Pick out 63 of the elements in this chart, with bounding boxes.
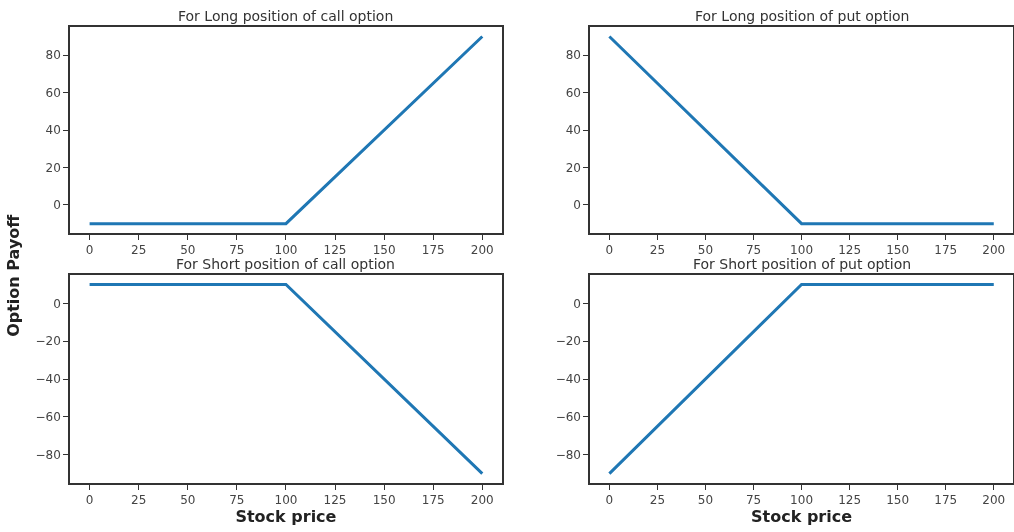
y-tick-label: −60	[35, 410, 61, 425]
y-tick-label: 80	[45, 48, 61, 63]
x-tick-label: 175	[421, 243, 445, 258]
chart-title: For Long position of call option	[178, 8, 394, 24]
x-tick-label: 25	[131, 243, 147, 258]
y-tick-label: −80	[35, 447, 61, 462]
x-tick-label: 175	[934, 493, 958, 508]
y-tick-label: 0	[53, 198, 61, 213]
y-tick-label: 20	[45, 160, 61, 175]
y-tick-label: 40	[565, 123, 581, 138]
y-tick-label: 0	[573, 296, 581, 311]
y-tick-label: −20	[35, 334, 61, 349]
x-tick-label: 0	[85, 243, 94, 258]
x-tick-label: 50	[697, 493, 714, 508]
x-tick-label: 150	[372, 493, 396, 508]
y-tick-label: 0	[53, 296, 61, 311]
x-tick-label: 50	[697, 243, 714, 258]
x-tick-label: 75	[745, 243, 762, 258]
y-tick-label: −60	[555, 410, 581, 425]
x-tick-label: 125	[323, 243, 347, 258]
y-tick-label: −20	[555, 334, 581, 349]
y-tick-label: 80	[565, 48, 581, 63]
x-tick-label: 0	[605, 243, 614, 258]
y-axis-title: Option Payoff	[4, 213, 24, 337]
x-tick-label: 75	[745, 493, 762, 508]
chart-title: For Long position of put option	[695, 8, 910, 24]
x-tick-label: 50	[180, 493, 196, 508]
x-tick-label: 25	[649, 493, 666, 508]
x-tick-label: 125	[323, 493, 347, 508]
y-tick-label: 20	[565, 160, 581, 175]
x-tick-label: 25	[131, 493, 147, 508]
y-tick-label: 40	[45, 123, 61, 138]
x-tick-label: 50	[180, 243, 196, 258]
x-tick-label: 200	[982, 493, 1006, 508]
x-tick-label: 0	[85, 493, 94, 508]
y-tick-label: −40	[555, 372, 581, 387]
x-tick-label: 150	[372, 243, 396, 258]
x-tick-label: 75	[229, 243, 245, 258]
x-tick-label: 125	[838, 243, 862, 258]
x-tick-label: 150	[886, 493, 910, 508]
y-tick-label: 60	[45, 85, 61, 100]
x-tick-label: 100	[274, 493, 298, 508]
x-axis-title: Stock price	[235, 507, 337, 527]
x-tick-label: 175	[934, 243, 958, 258]
x-tick-label: 200	[470, 243, 494, 258]
x-tick-label: 100	[790, 243, 814, 258]
x-tick-label: 0	[605, 493, 614, 508]
chart-title: For Short position of call option	[176, 256, 395, 272]
chart-title: For Short position of put option	[693, 256, 912, 272]
x-tick-label: 75	[229, 493, 245, 508]
x-axis-title: Stock price	[751, 507, 853, 527]
x-tick-label: 200	[470, 493, 494, 508]
y-tick-label: 0	[573, 198, 581, 213]
y-tick-label: 60	[565, 85, 581, 100]
y-tick-label: −80	[555, 447, 581, 462]
x-tick-label: 100	[274, 243, 298, 258]
x-tick-label: 175	[421, 493, 445, 508]
x-tick-label: 125	[838, 493, 862, 508]
x-tick-label: 100	[790, 493, 814, 508]
y-tick-label: −40	[35, 372, 61, 387]
x-tick-label: 150	[886, 243, 910, 258]
x-tick-label: 200	[982, 243, 1006, 258]
x-tick-label: 25	[649, 243, 666, 258]
